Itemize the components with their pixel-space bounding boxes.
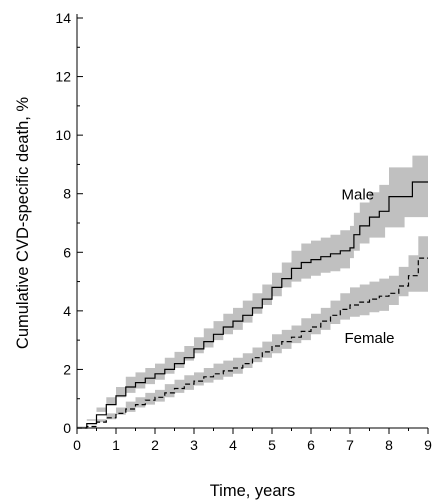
x-tick-label: 3 bbox=[190, 437, 198, 453]
male-line bbox=[77, 181, 428, 429]
x-tick-label: 5 bbox=[268, 437, 276, 453]
y-axis-ticks: 0 2 4 6 8 10 12 14 bbox=[55, 10, 83, 436]
y-axis-title: Cumulative CVD-specific death, % bbox=[14, 97, 32, 350]
x-tick-label: 7 bbox=[346, 437, 354, 453]
series-annotations: Male Female bbox=[342, 187, 395, 348]
y-tick-label: 10 bbox=[55, 127, 71, 143]
x-tick-label: 1 bbox=[112, 437, 120, 453]
x-tick-label: 2 bbox=[151, 437, 159, 453]
female-label: Female bbox=[344, 330, 394, 347]
confidence-bands bbox=[77, 155, 428, 428]
series-lines bbox=[77, 181, 428, 429]
male-label: Male bbox=[342, 187, 375, 204]
y-tick-label: 6 bbox=[63, 244, 71, 260]
y-tick-label: 12 bbox=[55, 69, 71, 85]
x-tick-label: 8 bbox=[385, 437, 393, 453]
x-axis-ticks: 0 1 2 3 4 5 6 7 8 9 bbox=[73, 428, 432, 453]
y-tick-label: 4 bbox=[63, 303, 71, 319]
y-tick-label: 14 bbox=[55, 10, 71, 26]
male-confidence-band bbox=[77, 155, 428, 428]
y-tick-label: 8 bbox=[63, 186, 71, 202]
female-line bbox=[77, 257, 428, 429]
x-tick-label: 9 bbox=[424, 437, 432, 453]
y-tick-label: 2 bbox=[63, 361, 71, 377]
x-tick-label: 4 bbox=[229, 437, 237, 453]
x-axis-title: Time, years bbox=[210, 482, 296, 500]
x-tick-label: 6 bbox=[307, 437, 315, 453]
x-tick-label: 0 bbox=[73, 437, 81, 453]
y-tick-label: 0 bbox=[63, 420, 71, 436]
